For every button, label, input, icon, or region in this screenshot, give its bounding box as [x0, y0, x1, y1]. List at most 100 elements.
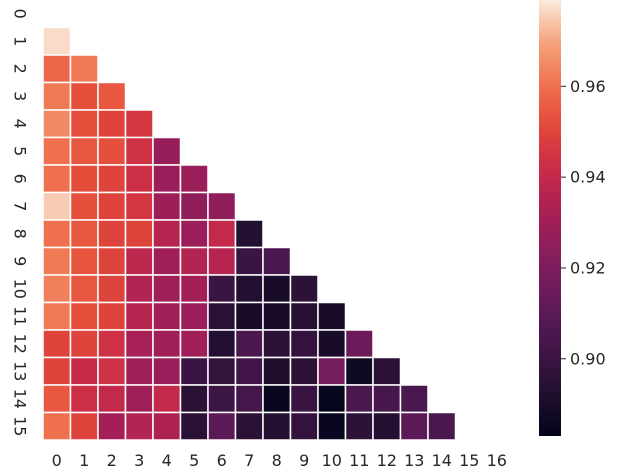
x-tick-label: 3 — [134, 451, 144, 470]
y-tick-label: 15 — [11, 416, 30, 436]
heatmap-cell-r12-c0 — [42, 329, 72, 359]
heatmap-cell-r13-c6 — [207, 356, 237, 386]
heatmap-cells — [42, 26, 457, 441]
heatmap-cell-r12-c3 — [124, 329, 154, 359]
heatmap-cell-r6-c4 — [152, 164, 182, 194]
heatmap-cell-r13-c11 — [344, 356, 374, 386]
heatmap-cell-r7-c2 — [97, 191, 127, 221]
heatmap-cell-r5-c2 — [97, 136, 127, 166]
heatmap-cell-r14-c9 — [289, 384, 319, 414]
colorbar: 0.90 0.92 0.94 0.96 — [539, 0, 606, 436]
heatmap-cell-r7-c0 — [42, 191, 72, 221]
y-tick-label: 12 — [11, 334, 30, 354]
x-tick-label: 1 — [79, 451, 89, 470]
x-tick-label: 7 — [244, 451, 254, 470]
heatmap-cell-r15-c11 — [344, 411, 374, 441]
x-tick-label: 9 — [299, 451, 309, 470]
heatmap-cell-r14-c1 — [69, 384, 99, 414]
heatmap-cell-r14-c11 — [344, 384, 374, 414]
heatmap-cell-r11-c6 — [207, 301, 237, 331]
heatmap-cell-r15-c2 — [97, 411, 127, 441]
x-tick-label: 6 — [217, 451, 227, 470]
heatmap-cell-r10-c6 — [207, 274, 237, 304]
heatmap-cell-r7-c1 — [69, 191, 99, 221]
colorbar-gradient — [539, 0, 561, 436]
x-tick-label: 11 — [349, 451, 369, 470]
heatmap-cell-r14-c2 — [97, 384, 127, 414]
heatmap-cell-r4-c3 — [124, 109, 154, 139]
heatmap-cell-r15-c14 — [427, 411, 457, 441]
heatmap-cell-r4-c1 — [69, 109, 99, 139]
y-tick-label: 11 — [11, 306, 30, 326]
heatmap-cell-r10-c8 — [262, 274, 292, 304]
y-tick-label: 4 — [11, 119, 30, 129]
heatmap-cell-r8-c6 — [207, 219, 237, 249]
heatmap-cell-r14-c12 — [372, 384, 402, 414]
heatmap-cell-r15-c13 — [399, 411, 429, 441]
heatmap-cell-r6-c3 — [124, 164, 154, 194]
heatmap-cell-r15-c9 — [289, 411, 319, 441]
heatmap-cell-r15-c12 — [372, 411, 402, 441]
heatmap-cell-r10-c9 — [289, 274, 319, 304]
y-tick-label: 2 — [11, 64, 30, 74]
heatmap-cell-r11-c2 — [97, 301, 127, 331]
heatmap-cell-r14-c8 — [262, 384, 292, 414]
colorbar-tick-label: 0.92 — [570, 258, 606, 277]
y-tick-label: 0 — [11, 9, 30, 19]
heatmap-cell-r13-c4 — [152, 356, 182, 386]
heatmap-cell-r6-c1 — [69, 164, 99, 194]
y-tick-label: 1 — [11, 36, 30, 46]
heatmap-cell-r12-c7 — [234, 329, 264, 359]
heatmap-cell-r13-c8 — [262, 356, 292, 386]
heatmap-cell-r8-c3 — [124, 219, 154, 249]
x-tick-label: 12 — [377, 451, 397, 470]
heatmap-cell-r5-c4 — [152, 136, 182, 166]
heatmap-cell-r10-c1 — [69, 274, 99, 304]
colorbar-tick-label: 0.94 — [570, 168, 606, 187]
heatmap-cell-r3-c2 — [97, 81, 127, 111]
heatmap-cell-r9-c1 — [69, 246, 99, 276]
heatmap-cell-r11-c0 — [42, 301, 72, 331]
heatmap-cell-r14-c7 — [234, 384, 264, 414]
y-tick-label: 10 — [11, 279, 30, 299]
heatmap-cell-r4-c0 — [42, 109, 72, 139]
heatmap-cell-r8-c0 — [42, 219, 72, 249]
heatmap-cell-r14-c6 — [207, 384, 237, 414]
heatmap-cell-r2-c0 — [42, 54, 72, 84]
heatmap-cell-r14-c3 — [124, 384, 154, 414]
heatmap-cell-r12-c1 — [69, 329, 99, 359]
heatmap-cell-r9-c8 — [262, 246, 292, 276]
heatmap-cell-r3-c0 — [42, 81, 72, 111]
x-tick-label: 2 — [107, 451, 117, 470]
heatmap-cell-r7-c3 — [124, 191, 154, 221]
heatmap-cell-r8-c2 — [97, 219, 127, 249]
heatmap-cell-r13-c12 — [372, 356, 402, 386]
heatmap-cell-r14-c4 — [152, 384, 182, 414]
x-tick-label: 8 — [272, 451, 282, 470]
heatmap-cell-r8-c4 — [152, 219, 182, 249]
heatmap-cell-r11-c1 — [69, 301, 99, 331]
heatmap-cell-r10-c5 — [179, 274, 209, 304]
heatmap-cell-r14-c0 — [42, 384, 72, 414]
heatmap-cell-r15-c6 — [207, 411, 237, 441]
heatmap-cell-r14-c10 — [317, 384, 347, 414]
colorbar-tick-label: 0.96 — [570, 77, 606, 96]
x-tick-label: 4 — [162, 451, 172, 470]
heatmap-cell-r12-c8 — [262, 329, 292, 359]
heatmap-cell-r12-c10 — [317, 329, 347, 359]
heatmap-cell-r15-c8 — [262, 411, 292, 441]
heatmap-cell-r9-c3 — [124, 246, 154, 276]
heatmap-cell-r9-c4 — [152, 246, 182, 276]
heatmap-cell-r10-c4 — [152, 274, 182, 304]
heatmap-cell-r11-c7 — [234, 301, 264, 331]
y-tick-label: 7 — [11, 201, 30, 211]
heatmap-cell-r1-c0 — [42, 26, 72, 56]
heatmap-cell-r6-c2 — [97, 164, 127, 194]
heatmap-cell-r14-c13 — [399, 384, 429, 414]
heatmap-cell-r11-c10 — [317, 301, 347, 331]
heatmap-cell-r10-c2 — [97, 274, 127, 304]
heatmap-cell-r8-c5 — [179, 219, 209, 249]
